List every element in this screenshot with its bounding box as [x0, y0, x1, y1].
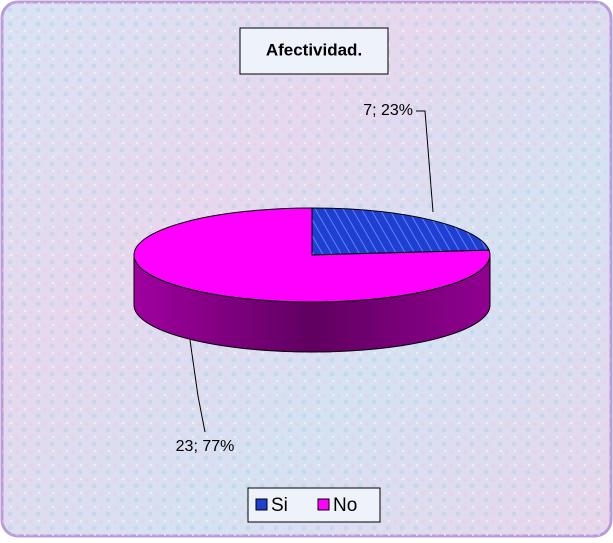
slice [133, 207, 491, 303]
leader-line [416, 110, 434, 213]
legend-swatch [317, 498, 330, 511]
legend-box [247, 487, 381, 523]
chart-title: Afectividad. [266, 40, 362, 59]
data-label: 7; 23% [363, 102, 413, 119]
legend-label: No [333, 495, 357, 516]
legend-label: Si [271, 495, 288, 516]
data-label: 23; 77% [176, 438, 235, 455]
legend-swatch [255, 498, 268, 511]
slice [311, 207, 490, 256]
title-box [239, 27, 389, 75]
leader-line [189, 339, 206, 433]
